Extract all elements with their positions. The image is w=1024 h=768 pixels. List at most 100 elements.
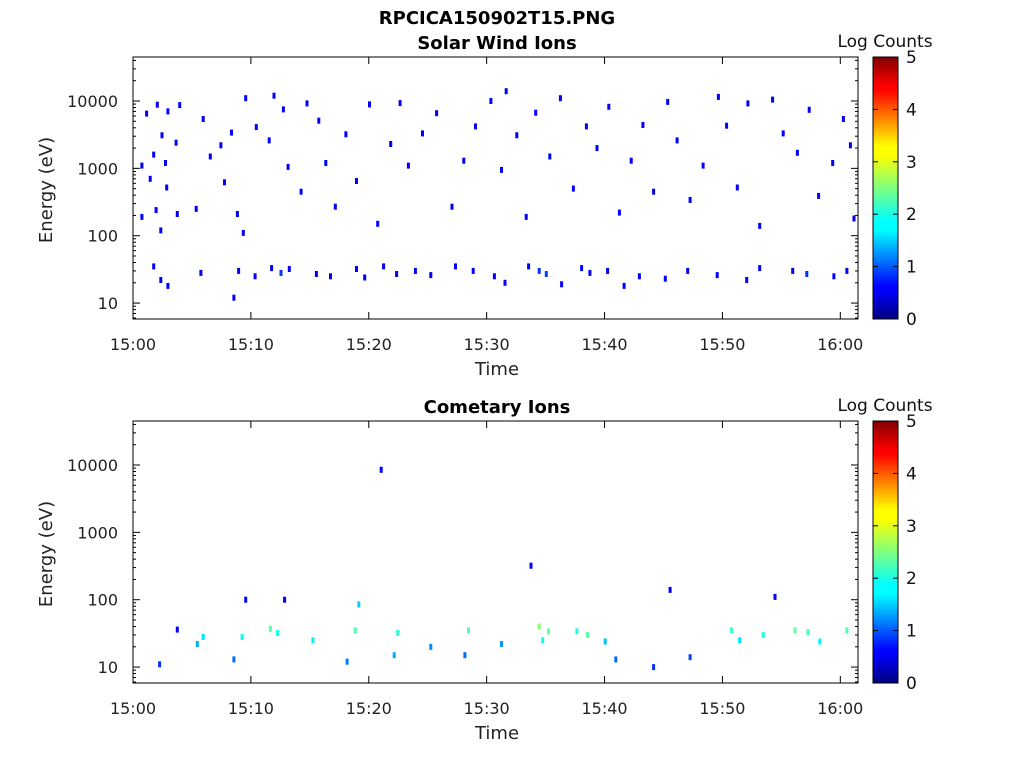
heatmap-cell (353, 627, 357, 634)
heatmap-cell (281, 106, 285, 113)
heatmap-cell (345, 658, 349, 665)
y-axis-label: Energy (eV) (36, 137, 57, 243)
heatmap-cell (396, 630, 400, 636)
heatmap-cell (584, 123, 588, 130)
heatmap-cell (276, 630, 279, 636)
x-tick-label: 15:00 (110, 699, 156, 718)
y-tick-label: 10 (98, 658, 118, 677)
x-tick-label: 15:20 (346, 699, 392, 718)
heatmap-cell (145, 110, 149, 117)
heatmap-cell (547, 628, 551, 635)
heatmap-cell (175, 211, 179, 217)
heatmap-cell (178, 102, 182, 109)
heatmap-cell (852, 215, 856, 222)
heatmap-cell (286, 163, 290, 170)
heatmap-cell (166, 282, 170, 289)
panel-title: Solar Wind Ions (417, 33, 576, 54)
heatmap-cell (201, 633, 205, 640)
heatmap-cell (588, 269, 592, 276)
heatmap-cell (580, 265, 584, 272)
heatmap-cell (450, 203, 454, 210)
heatmap-cell (471, 267, 475, 274)
heatmap-cell (675, 137, 679, 144)
heatmap-cell (232, 656, 236, 663)
y-axis-ticks: 10 100 1000 10000 (67, 423, 858, 683)
heatmap-cell (406, 162, 410, 169)
colorbar (872, 420, 899, 684)
heatmap-cell (831, 160, 835, 166)
heatmap-cell (735, 184, 739, 191)
x-axis-ticks: 15:00 15:10 15:20 15:30 15:40 15:50 16:00 (110, 421, 863, 718)
heatmap-cell (357, 601, 361, 608)
heatmap-cell (392, 652, 396, 659)
heatmap-cell (641, 122, 645, 128)
heatmap-cell (395, 271, 399, 277)
heatmap-cell (745, 277, 749, 283)
heatmap-cell (832, 273, 836, 280)
figure-title: RPCICA150902T15.PNG (379, 8, 615, 29)
heatmap-cell (159, 277, 163, 283)
heatmap-cell (195, 641, 199, 647)
colorbar-ticks: 0 1 2 3 4 5 (873, 412, 917, 694)
heatmap-cell (795, 149, 799, 156)
heatmap-cell (841, 116, 845, 122)
heatmap-cell (283, 596, 287, 603)
colorbar (872, 56, 899, 320)
y-tick-label: 100 (87, 227, 118, 246)
heatmap-cell (492, 273, 496, 280)
x-tick-label: 15:40 (581, 335, 627, 354)
x-axis-label: Time (474, 723, 519, 744)
heatmap-cell (244, 596, 248, 603)
heatmap-cell (773, 593, 777, 600)
heatmap-cell (606, 267, 610, 274)
heatmap-cell (534, 109, 538, 116)
heatmap-cell (279, 269, 283, 276)
heatmap-cell (267, 137, 271, 144)
heatmap-cell (725, 122, 729, 129)
y-tick-label: 100 (87, 591, 118, 610)
heatmap-cell (376, 220, 380, 227)
heatmap-cell (629, 157, 633, 164)
heatmap-cell (845, 267, 849, 274)
heatmap-cell (413, 267, 417, 274)
heatmap-cell (208, 153, 212, 160)
heatmap-cell (435, 110, 439, 117)
heatmap-cell (607, 103, 611, 110)
x-axis-label: Time (474, 359, 519, 380)
heatmap-cells (158, 466, 849, 671)
heatmap-cell (515, 132, 519, 139)
heatmap-cell (148, 175, 152, 182)
heatmap-cell (817, 192, 821, 199)
heatmap-cell (201, 116, 205, 122)
heatmap-cell (603, 638, 607, 645)
x-tick-label: 15:50 (699, 335, 745, 354)
heatmap-cell (158, 661, 162, 668)
heatmap-cell (489, 98, 493, 104)
heatmap-cell (504, 88, 508, 95)
heatmap-cell (818, 638, 822, 645)
heatmap-cell (272, 92, 276, 99)
x-tick-label: 15:30 (464, 699, 510, 718)
heatmap-cell (463, 652, 467, 659)
heatmap-cell (421, 130, 424, 137)
colorbar-tick-label: 0 (906, 310, 917, 330)
heatmap-cell (241, 229, 245, 236)
colorbar-tick-label: 1 (906, 258, 917, 278)
heatmap-cell (652, 664, 656, 671)
heatmap-cell (617, 209, 621, 216)
heatmap-cell (791, 267, 795, 274)
heatmap-cell (571, 185, 575, 192)
heatmap-cell (454, 263, 457, 270)
heatmap-cell (758, 265, 762, 272)
colorbar-tick-label: 2 (906, 205, 917, 225)
heatmap-cell (379, 466, 383, 473)
heatmap-cell (159, 227, 163, 234)
heatmap-cell (738, 637, 742, 644)
heatmap-cell (329, 273, 332, 280)
heatmap-cell (758, 222, 762, 229)
colorbar-label: Log Counts (837, 396, 932, 416)
heatmap-cell (805, 271, 809, 277)
heatmap-cell (166, 108, 170, 115)
heatmap-cell (429, 643, 433, 650)
